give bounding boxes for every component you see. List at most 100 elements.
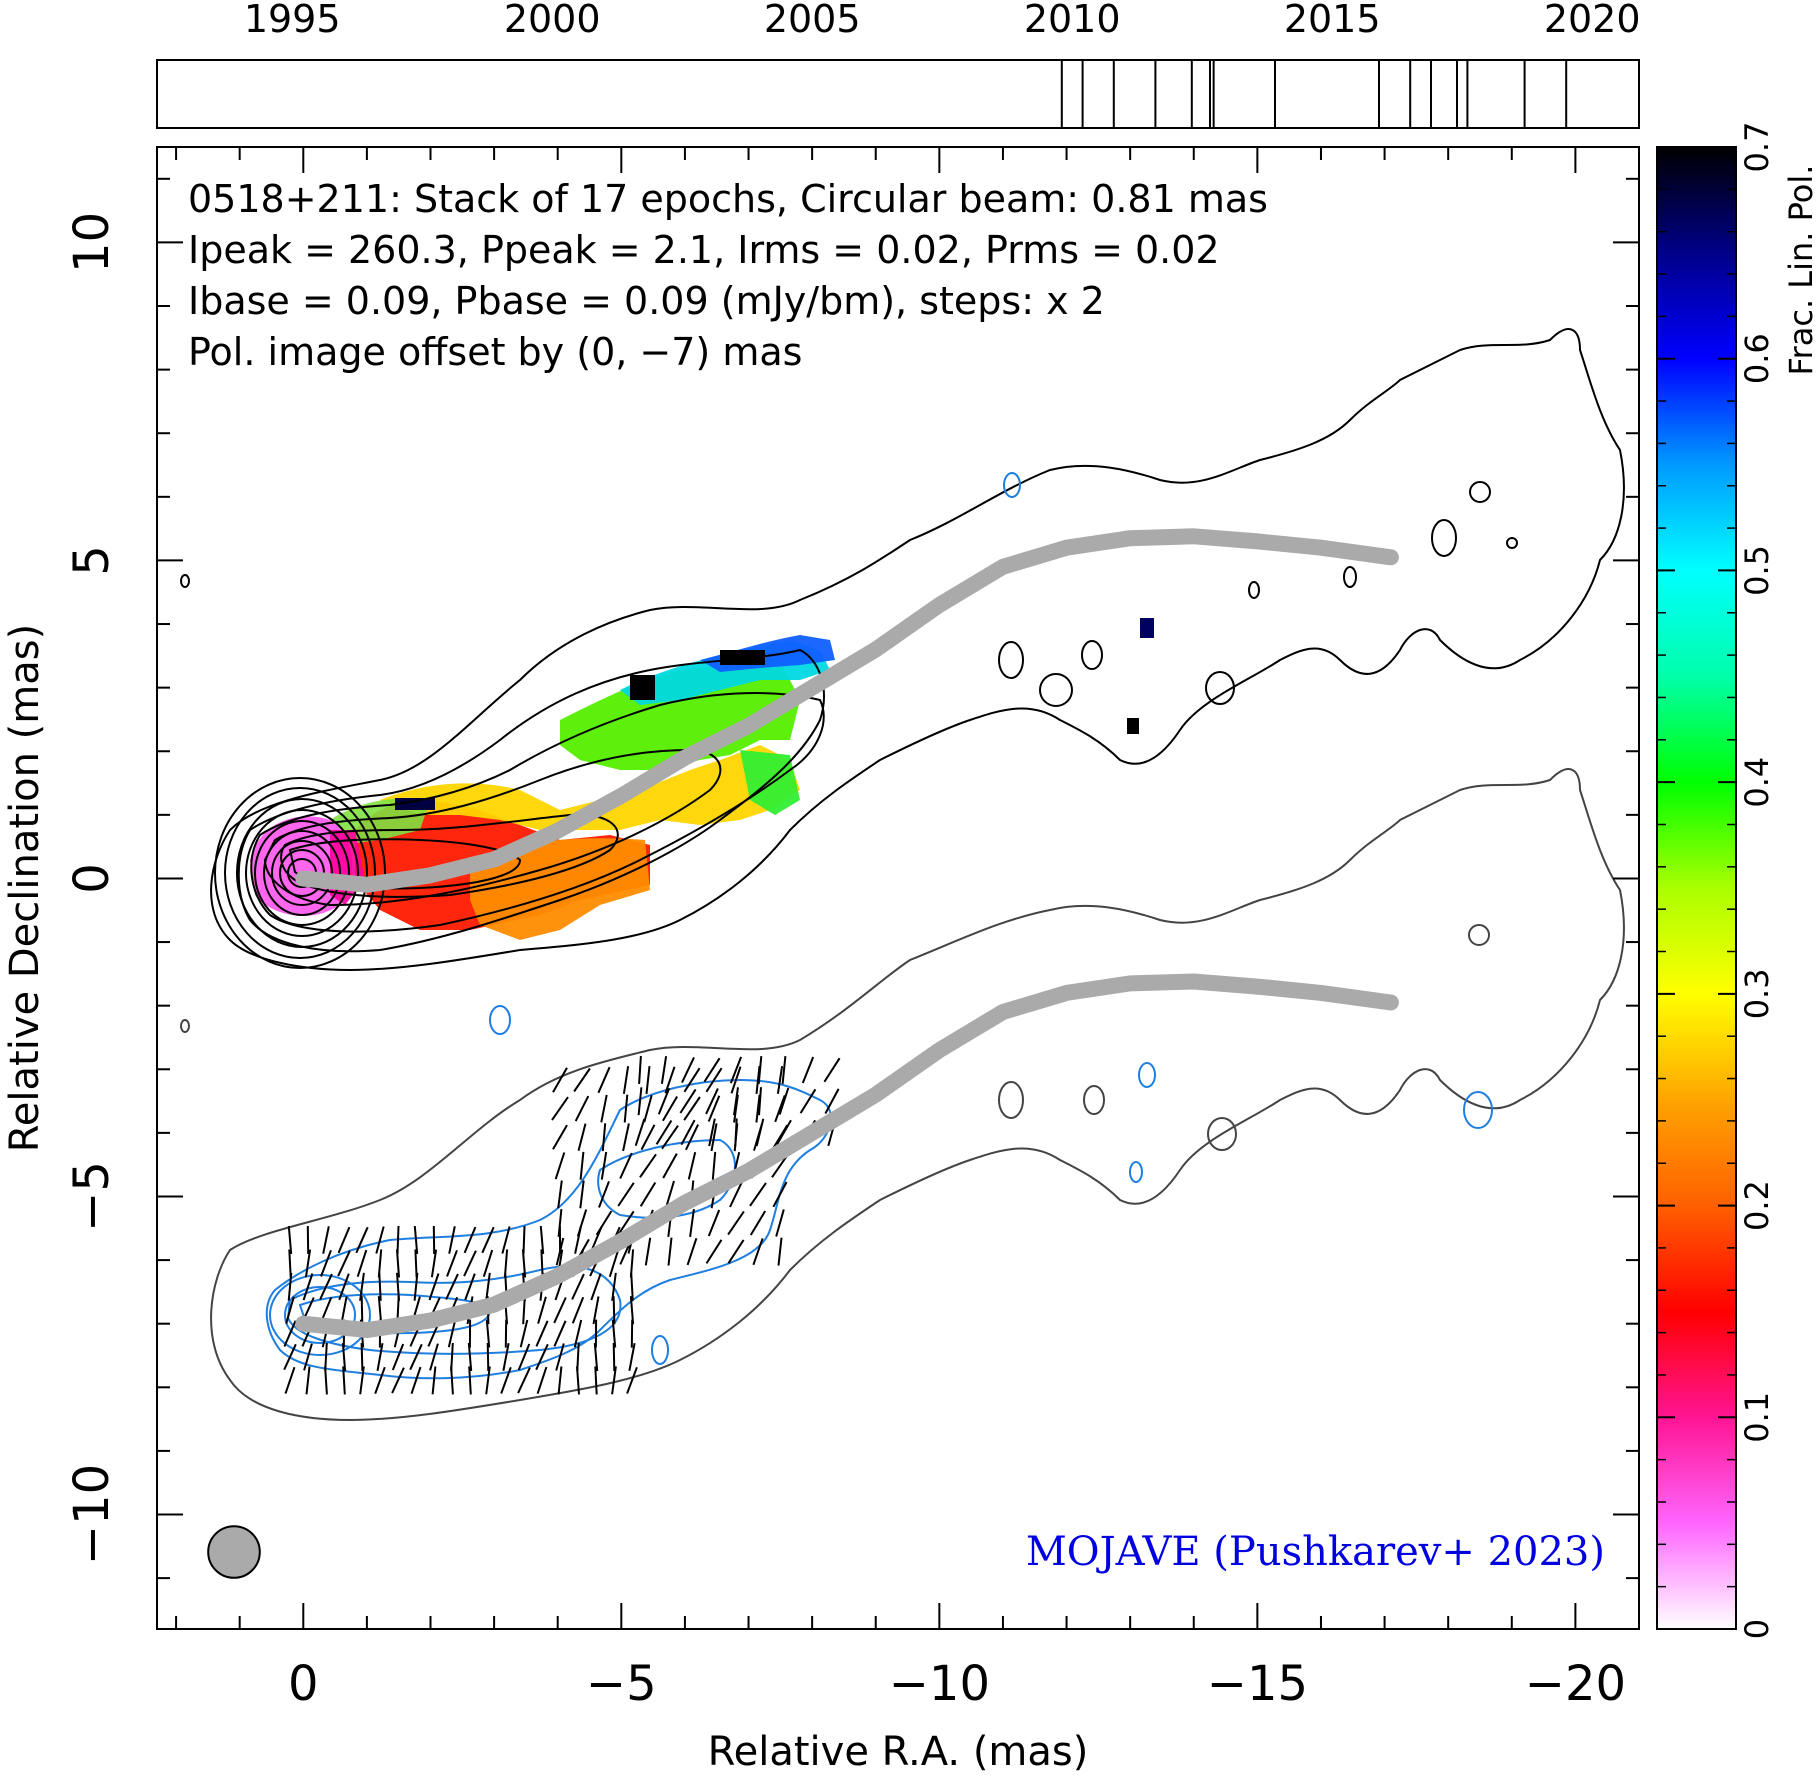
- frac-pol-pixel-navy: [1140, 618, 1154, 638]
- image-panel: 0 −5 −10 −15 −20 10 5 0 −5 −10 0518+211: Stack of…: [2, 146, 1640, 1775]
- evpa-tick: [446, 1249, 458, 1277]
- evpa-tick: [734, 1118, 738, 1147]
- contour-4: [263, 748, 722, 907]
- evpa-tick: [522, 1225, 526, 1255]
- evpa-tick: [687, 1151, 697, 1180]
- evpa-tick: [540, 1249, 544, 1278]
- evpa-tick: [592, 1296, 600, 1325]
- y-tick-label: −10: [64, 1464, 120, 1565]
- evpa-tick: [519, 1319, 529, 1348]
- evpa-tick: [319, 1273, 333, 1300]
- pol-core-2: [284, 1286, 356, 1344]
- evpa-tick: [557, 1180, 563, 1209]
- evpa-tick: [689, 1208, 695, 1238]
- colorbar-tick-label: 0.3: [1738, 968, 1776, 1019]
- contour-3: [250, 692, 825, 933]
- timeline-tick-labels: 1995 2000 2005 2010 2015 2020: [244, 0, 1641, 41]
- evpa-tick: [573, 1319, 583, 1348]
- evpa-tick: [320, 1249, 332, 1277]
- pol-island-4: [1463, 1091, 1493, 1129]
- evpa-tick: [622, 1123, 630, 1152]
- x-axis-label: Relative R.A. (mas): [708, 1729, 1089, 1775]
- evpa-tick: [521, 1249, 527, 1278]
- x-tick-label: 0: [288, 1656, 319, 1712]
- evpa-tick: [577, 1123, 587, 1152]
- evpa-tick: [705, 1067, 723, 1093]
- evpa-tick: [774, 1095, 786, 1123]
- evpa-tick: [637, 1087, 643, 1116]
- evpa-tick: [374, 1366, 386, 1394]
- evpa-tick: [535, 1320, 549, 1347]
- frac-pol-pixel-black3: [1127, 718, 1139, 734]
- island-contour-6: [1469, 481, 1491, 503]
- evpa-tick: [288, 1249, 292, 1278]
- evpa-tick: [428, 1273, 440, 1301]
- evpa-tick: [644, 1237, 652, 1266]
- evpa-tick: [554, 1152, 566, 1180]
- evpa-tick: [629, 1296, 635, 1325]
- evpa-tick: [619, 1152, 633, 1179]
- evpa-tick: [338, 1273, 350, 1301]
- timeline-tick-label: 2010: [1024, 0, 1121, 41]
- colorbar-label: Frac. Lin. Pol.: [1782, 165, 1819, 376]
- evpa-tick: [396, 1225, 400, 1255]
- evpa-tick: [304, 1249, 312, 1278]
- pol-island-2: [1138, 1062, 1156, 1088]
- evpa-tick: [485, 1319, 491, 1348]
- evpa-tick: [553, 1297, 567, 1324]
- evpa-tick: [340, 1296, 348, 1325]
- intensity-contours-bottom: [180, 768, 1625, 1422]
- evpa-tick: [537, 1296, 547, 1324]
- evpa-tick: [683, 1067, 701, 1093]
- frac-pol-region-yellow: [380, 745, 800, 830]
- evpa-tick: [284, 1366, 296, 1394]
- evpa-tick: [481, 1226, 495, 1254]
- evpa-tick: [600, 1094, 608, 1123]
- evpa-tick: [729, 1181, 743, 1208]
- evpa-tick: [662, 1095, 678, 1122]
- evpa-tick: [600, 1151, 608, 1180]
- evpa-tick: [776, 1066, 784, 1094]
- evpa-tick: [553, 1320, 567, 1347]
- image-frame: [156, 146, 1640, 1630]
- colorbar-tick-label: 0.4: [1738, 757, 1776, 808]
- evpa-tick: [576, 1342, 580, 1372]
- beam-shape: [207, 1525, 261, 1579]
- outer-contour-bottom: [210, 768, 1625, 1422]
- island-contour-3: [1081, 640, 1103, 670]
- colorbar: 0 0.1 0.2 0.3 0.4 0.5 0.6 0.7 Frac. Lin. Pol.: [1656, 122, 1819, 1639]
- evpa-tick: [447, 1319, 457, 1348]
- pol-contour-2: [286, 1265, 622, 1355]
- evpa-tick: [283, 1343, 297, 1371]
- evpa-tick: [413, 1272, 419, 1301]
- frac-pol-region-green: [560, 660, 800, 770]
- evpa-tick: [708, 1118, 716, 1147]
- core-contour-1: [214, 777, 386, 969]
- island-contour-b5: [180, 1019, 190, 1033]
- evpa-tick: [752, 1238, 764, 1266]
- evpa-tick: [463, 1226, 477, 1254]
- evpa-tick: [684, 1124, 700, 1151]
- y-axis-label: Relative Declination (mas): [2, 624, 48, 1152]
- evpa-tick: [430, 1249, 438, 1278]
- evpa-tick: [337, 1226, 351, 1254]
- evpa-tick: [551, 1096, 569, 1121]
- island-contour-b3: [1207, 1117, 1237, 1151]
- evpa-tick: [571, 1296, 585, 1324]
- evpa-tick: [396, 1272, 400, 1301]
- y-tick-label: −5: [64, 1161, 120, 1232]
- evpa-tick: [410, 1366, 422, 1395]
- evpa-tick: [360, 1342, 364, 1372]
- evpa-tick: [683, 1096, 701, 1121]
- evpa-tick: [611, 1272, 617, 1301]
- evpa-tick: [482, 1249, 494, 1278]
- evpa-tick: [730, 1066, 742, 1094]
- evpa-tick: [464, 1273, 476, 1301]
- evpa-tick: [711, 1151, 717, 1180]
- evpa-tick: [611, 1366, 617, 1395]
- evpa-tick: [450, 1342, 454, 1372]
- evpa-tick: [727, 1210, 745, 1236]
- pol-island-3: [1129, 1161, 1143, 1183]
- credit-text: MOJAVE (Pushkarev+ 2023): [1026, 1529, 1605, 1575]
- evpa-tick: [617, 1210, 635, 1236]
